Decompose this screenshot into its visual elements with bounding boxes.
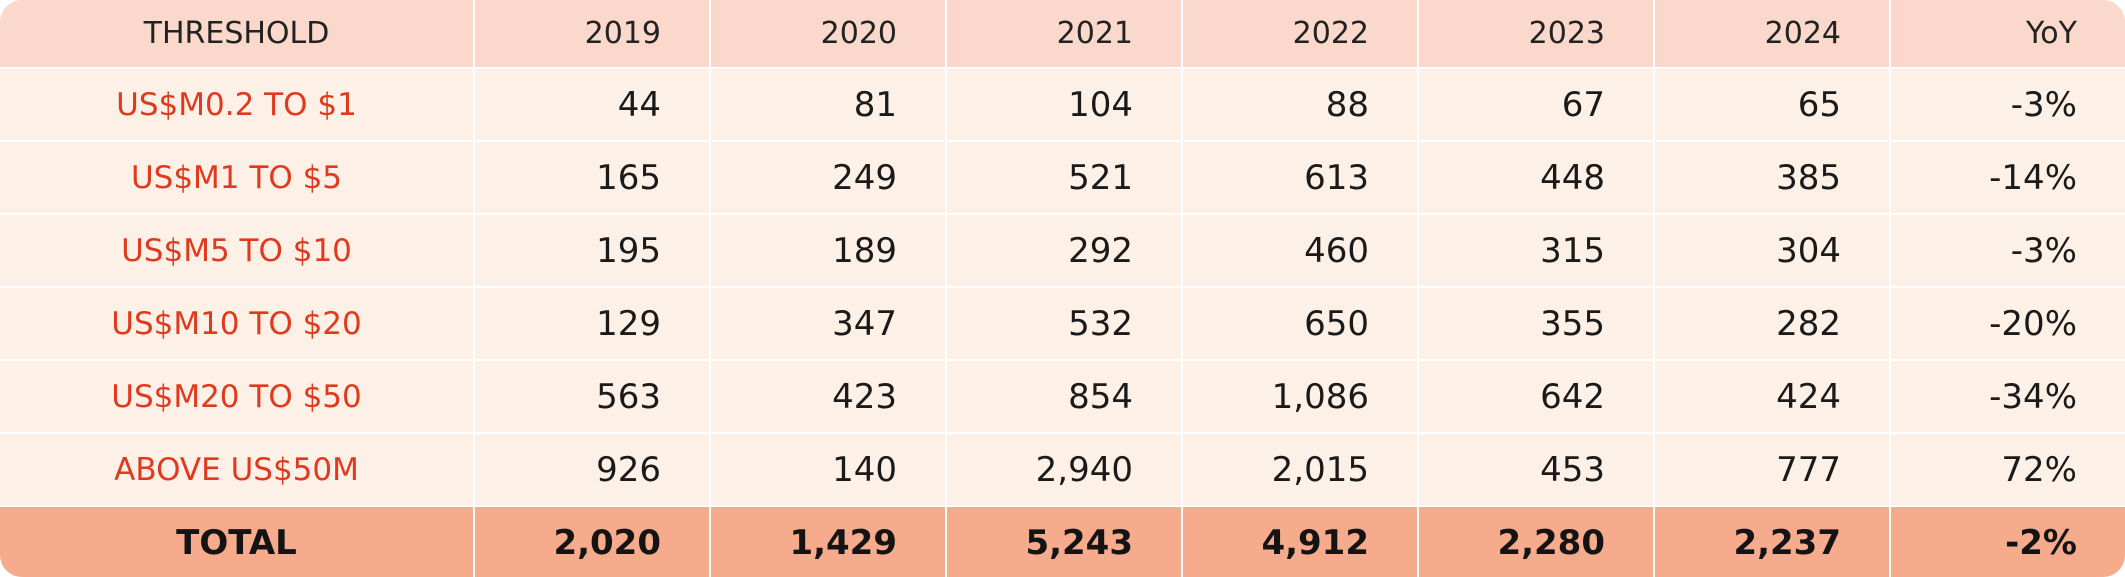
total-cell: 1,429 (710, 506, 947, 577)
table-cell: 355 (1418, 287, 1655, 361)
table-cell: 385 (1654, 141, 1891, 215)
yoy-cell: -14% (1890, 141, 2125, 215)
table-cell: 195 (474, 214, 711, 288)
table-cell: 165 (474, 141, 711, 215)
table-cell: 423 (710, 360, 947, 434)
row-label: ABOVE US$50M (0, 433, 475, 507)
total-cell: 2,280 (1418, 506, 1655, 577)
header-yoy: YoY (1890, 0, 2125, 69)
table-cell: 140 (710, 433, 947, 507)
table-row: US$M0.2 TO $1 44 81 104 88 67 65 -3% (0, 68, 2125, 142)
table-cell: 304 (1654, 214, 1891, 288)
total-row: TOTAL 2,020 1,429 5,243 4,912 2,280 2,23… (0, 506, 2125, 577)
table-cell: 532 (946, 287, 1183, 361)
header-2020: 2020 (710, 0, 947, 69)
table-cell: 81 (710, 68, 947, 142)
table-cell: 67 (1418, 68, 1655, 142)
table-cell: 777 (1654, 433, 1891, 507)
table-cell: 448 (1418, 141, 1655, 215)
table-cell: 2,940 (946, 433, 1183, 507)
row-label: US$M0.2 TO $1 (0, 68, 475, 142)
table-cell: 521 (946, 141, 1183, 215)
yoy-cell: -3% (1890, 214, 2125, 288)
table-cell: 315 (1418, 214, 1655, 288)
table-cell: 1,086 (1182, 360, 1419, 434)
row-label: US$M1 TO $5 (0, 141, 475, 215)
total-cell: 4,912 (1182, 506, 1419, 577)
table-cell: 44 (474, 68, 711, 142)
table-cell: 282 (1654, 287, 1891, 361)
yoy-cell: -34% (1890, 360, 2125, 434)
table-cell: 563 (474, 360, 711, 434)
table-cell: 2,015 (1182, 433, 1419, 507)
table-row: US$M1 TO $5 165 249 521 613 448 385 -14% (0, 141, 2125, 215)
table-cell: 854 (946, 360, 1183, 434)
table-cell: 88 (1182, 68, 1419, 142)
total-label: TOTAL (0, 506, 475, 577)
table-cell: 453 (1418, 433, 1655, 507)
table-cell: 460 (1182, 214, 1419, 288)
total-cell: 2,020 (474, 506, 711, 577)
total-cell: 2,237 (1654, 506, 1891, 577)
table-cell: 347 (710, 287, 947, 361)
table-row: US$M5 TO $10 195 189 292 460 315 304 -3% (0, 214, 2125, 288)
table-cell: 926 (474, 433, 711, 507)
table-cell: 642 (1418, 360, 1655, 434)
table-cell: 424 (1654, 360, 1891, 434)
total-cell: 5,243 (946, 506, 1183, 577)
table-cell: 189 (710, 214, 947, 288)
header-2021: 2021 (946, 0, 1183, 69)
yoy-cell: -3% (1890, 68, 2125, 142)
row-label: US$M10 TO $20 (0, 287, 475, 361)
total-yoy-cell: -2% (2005, 522, 2077, 563)
header-2023: 2023 (1418, 0, 1655, 69)
header-2022: 2022 (1182, 0, 1419, 69)
row-label: US$M5 TO $10 (0, 214, 475, 288)
table-cell: 292 (946, 214, 1183, 288)
table-row: US$M20 TO $50 563 423 854 1,086 642 424 … (0, 360, 2125, 434)
table-cell: 613 (1182, 141, 1419, 215)
table-cell: 650 (1182, 287, 1419, 361)
table-cell: 249 (710, 141, 947, 215)
row-label: US$M20 TO $50 (0, 360, 475, 434)
table-cell: 65 (1654, 68, 1891, 142)
yoy-cell: -20% (1890, 287, 2125, 361)
table-cell: 129 (474, 287, 711, 361)
table-row: US$M10 TO $20 129 347 532 650 355 282 -2… (0, 287, 2125, 361)
header-threshold: THRESHOLD (0, 0, 475, 69)
header-2024: 2024 (1654, 0, 1891, 69)
yoy-cell: 72% (1890, 433, 2125, 507)
header-2019: 2019 (474, 0, 711, 69)
table-header-row: THRESHOLD 2019 2020 2021 2022 2023 2024 … (0, 0, 2125, 69)
table-row: ABOVE US$50M 926 140 2,940 2,015 453 777… (0, 433, 2125, 507)
table-cell: 104 (946, 68, 1183, 142)
